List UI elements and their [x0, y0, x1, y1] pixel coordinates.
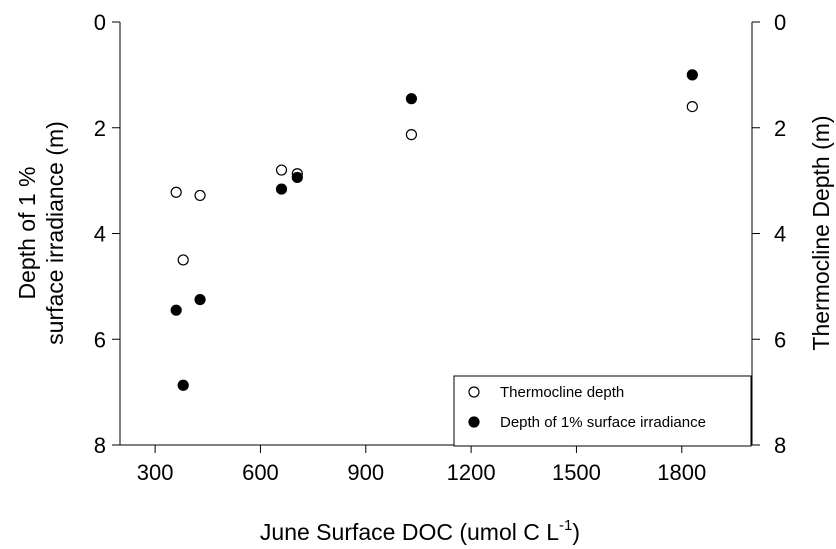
data-point-thermocline [686, 100, 698, 113]
x-axis-ticks: 300 600 900 1200 1500 1800 [137, 445, 706, 485]
y-right-tick-label: 6 [774, 327, 786, 352]
x-tick-label: 1200 [447, 460, 496, 485]
y-right-axis-ticks: 0 2 4 6 8 [752, 10, 786, 458]
y-left-axis-title-line2: surface irradiance (m) [42, 121, 68, 345]
x-tick-label: 1800 [657, 460, 706, 485]
y-right-tick-label: 2 [774, 116, 786, 141]
data-point-thermocline [177, 254, 189, 266]
data-point-thermocline [275, 164, 288, 176]
y-right-tick-label: 4 [774, 222, 786, 247]
data-point-irradiance [170, 304, 182, 316]
legend: Thermocline depth Depth of 1% surface ir… [453, 375, 752, 447]
x-tick-label: 1500 [552, 460, 601, 485]
x-axis-title: June Surface DOC (umol C L-1) [260, 517, 580, 545]
legend-label-thermocline: Thermocline depth [500, 384, 624, 401]
data-point-irradiance [194, 293, 206, 306]
y-left-tick-label: 8 [94, 433, 106, 458]
x-tick-label: 900 [347, 460, 384, 485]
y-left-axis-ticks: 0 2 4 6 8 [94, 10, 120, 458]
data-point-irradiance [405, 93, 418, 105]
y-left-tick-label: 4 [94, 222, 106, 247]
y-left-tick-label: 6 [94, 327, 106, 352]
legend-box [453, 375, 752, 447]
y-right-axis-title: Thermocline Depth (m) [808, 115, 834, 350]
legend-label-irradiance: Depth of 1% surface irradiance [500, 414, 706, 431]
y-left-axis-title-line1: Depth of 1 % [14, 167, 40, 300]
data-points [170, 69, 698, 391]
y-right-tick-label: 8 [774, 433, 786, 458]
data-point-irradiance [275, 183, 288, 195]
data-point-irradiance [686, 69, 698, 81]
y-left-tick-label: 2 [94, 116, 106, 141]
data-point-thermocline [405, 129, 418, 141]
x-axis-title-superscript: -1 [559, 517, 572, 534]
y-right-tick-label: 0 [774, 10, 786, 35]
data-point-irradiance [291, 171, 303, 184]
data-point-irradiance [177, 379, 189, 391]
y-left-tick-label: 0 [94, 10, 106, 35]
legend-marker-thermocline [468, 386, 480, 398]
legend-marker-irradiance [468, 416, 480, 428]
data-point-thermocline [170, 186, 182, 198]
x-tick-label: 600 [242, 460, 279, 485]
x-axis-title-suffix: ) [572, 519, 580, 545]
data-point-thermocline [194, 189, 206, 202]
x-tick-label: 300 [137, 460, 174, 485]
